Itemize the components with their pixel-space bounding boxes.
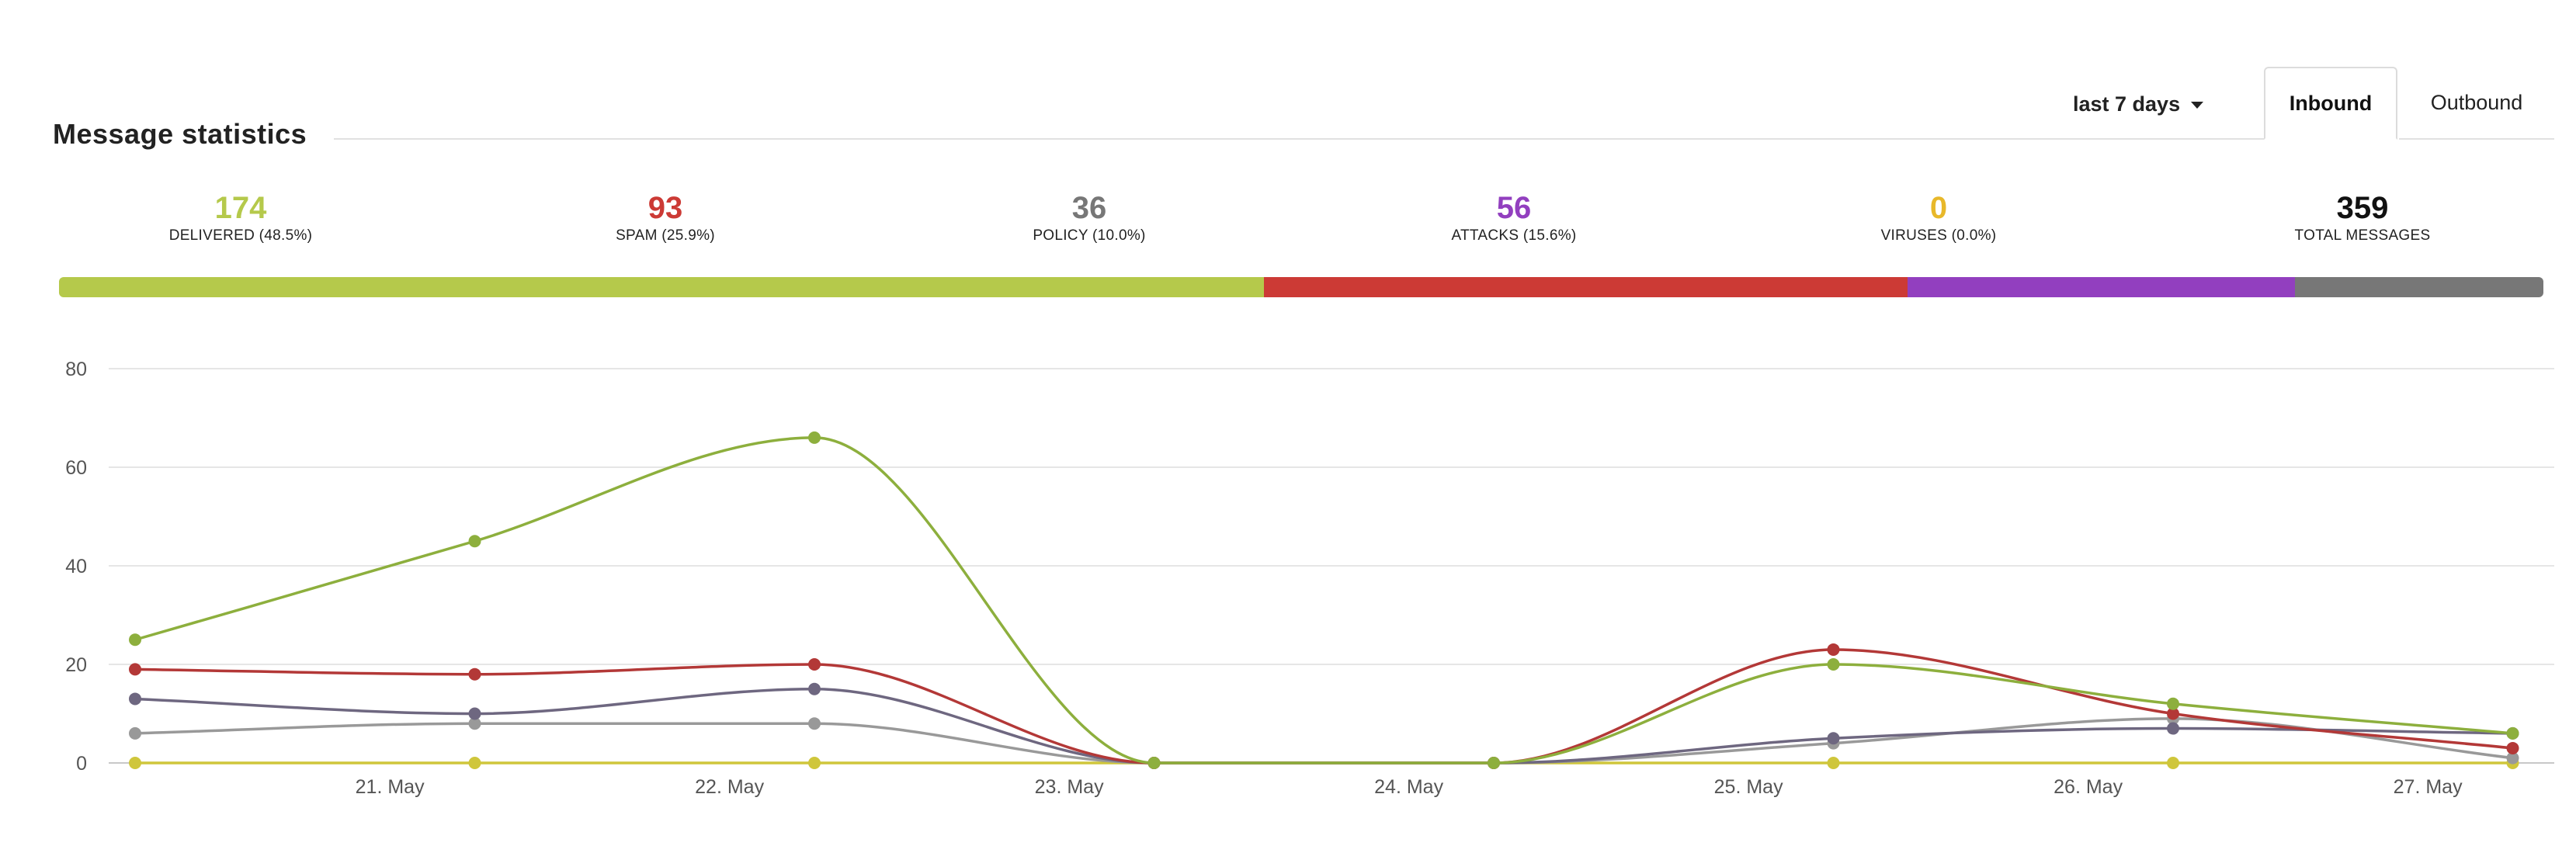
date-range-dropdown[interactable]: last 7 days: [2073, 76, 2204, 132]
stat-policy-label: POLICY (10.0%): [1033, 227, 1146, 244]
data-point-viruses[interactable]: [808, 757, 821, 769]
caret-down-icon: [2191, 102, 2204, 109]
date-range-label: last 7 days: [2073, 92, 2181, 116]
y-tick-label: 20: [65, 654, 87, 676]
x-tick-label: 25. May: [1714, 776, 1783, 798]
data-point-spam[interactable]: [2506, 741, 2519, 754]
series-line-policy: [134, 717, 2513, 765]
data-point-delivered[interactable]: [1147, 757, 1161, 769]
data-point-policy[interactable]: [129, 726, 141, 740]
y-tick-label: 80: [65, 359, 87, 380]
data-point-attacks[interactable]: [468, 707, 481, 720]
x-tick-label: 27. May: [2394, 776, 2463, 798]
data-point-spam[interactable]: [808, 658, 821, 671]
stat-attacks-value: 56: [1496, 191, 1532, 225]
data-point-viruses[interactable]: [2167, 757, 2179, 769]
stat-total: 359 TOTAL MESSAGES: [2231, 190, 2494, 244]
stat-delivered: 174 DELIVERED (48.5%): [109, 190, 373, 244]
page-title: Message statistics: [53, 118, 307, 150]
series-line-delivered: [134, 436, 2513, 765]
data-point-delivered[interactable]: [2167, 697, 2179, 710]
data-point-policy[interactable]: [808, 717, 821, 730]
data-point-spam[interactable]: [2167, 707, 2179, 720]
bar-segment-attacks: [1907, 277, 2295, 297]
data-point-spam[interactable]: [468, 667, 481, 681]
data-point-delivered[interactable]: [808, 431, 821, 444]
y-tick-label: 0: [76, 753, 87, 775]
x-tick-label: 23. May: [1035, 776, 1104, 798]
tab-outbound-label: Outbound: [2430, 90, 2523, 114]
series-line-attacks: [134, 687, 2513, 765]
stat-total-value: 359: [2336, 191, 2389, 225]
stats-summary: 174 DELIVERED (48.5%) 93 SPAM (25.9%) 36…: [0, 190, 2576, 252]
x-tick-label: 22. May: [695, 776, 764, 798]
data-point-spam[interactable]: [1827, 643, 1840, 656]
tab-inbound[interactable]: Inbound: [2264, 67, 2397, 140]
stat-spam-value: 93: [647, 191, 683, 225]
stat-viruses-label: VIRUSES (0.0%): [1880, 227, 1997, 244]
stat-viruses: 0 VIRUSES (0.0%): [1807, 190, 2071, 244]
bar-segment-spam: [1264, 277, 1908, 297]
data-point-delivered[interactable]: [1488, 757, 1500, 769]
data-point-policy[interactable]: [468, 717, 481, 730]
data-point-attacks[interactable]: [808, 682, 821, 695]
x-tick-label: 21. May: [356, 776, 425, 798]
stat-delivered-value: 174: [214, 191, 267, 225]
stat-viruses-value: 0: [1929, 191, 1948, 225]
data-point-delivered[interactable]: [2506, 726, 2519, 740]
y-tick-label: 40: [65, 556, 87, 577]
x-tick-label: 26. May: [2054, 776, 2123, 798]
stat-spam: 93 SPAM (25.9%): [533, 190, 797, 244]
tab-inbound-label: Inbound: [2289, 91, 2373, 115]
bar-segment-policy: [2294, 277, 2543, 297]
data-point-delivered[interactable]: [129, 633, 141, 647]
stat-spam-label: SPAM (25.9%): [616, 227, 715, 244]
data-point-policy[interactable]: [2506, 751, 2519, 765]
data-point-viruses[interactable]: [468, 757, 481, 769]
data-point-attacks[interactable]: [2167, 722, 2179, 735]
stat-total-label: TOTAL MESSAGES: [2294, 227, 2431, 244]
stat-attacks-label: ATTACKS (15.6%): [1451, 227, 1577, 244]
data-point-viruses[interactable]: [129, 757, 141, 769]
y-tick-label: 60: [65, 457, 87, 479]
stat-attacks: 56 ATTACKS (15.6%): [1382, 190, 1646, 244]
data-point-attacks[interactable]: [1827, 732, 1840, 745]
series-line-spam: [134, 648, 2513, 765]
tab-outbound[interactable]: Outbound: [2399, 67, 2554, 138]
stat-policy: 36 POLICY (10.0%): [957, 190, 1221, 244]
tabs-divider: [2399, 138, 2554, 140]
data-point-spam[interactable]: [129, 663, 141, 676]
distribution-bar: [59, 277, 2543, 297]
bar-segment-delivered: [59, 277, 1264, 297]
data-point-delivered[interactable]: [468, 535, 481, 548]
x-tick-label: 24. May: [1374, 776, 1443, 798]
stat-delivered-label: DELIVERED (48.5%): [168, 227, 313, 244]
data-point-attacks[interactable]: [129, 692, 141, 706]
header-divider: [334, 138, 2267, 140]
data-point-delivered[interactable]: [1827, 658, 1840, 671]
stat-policy-value: 36: [1071, 191, 1107, 225]
data-point-viruses[interactable]: [1827, 757, 1840, 769]
